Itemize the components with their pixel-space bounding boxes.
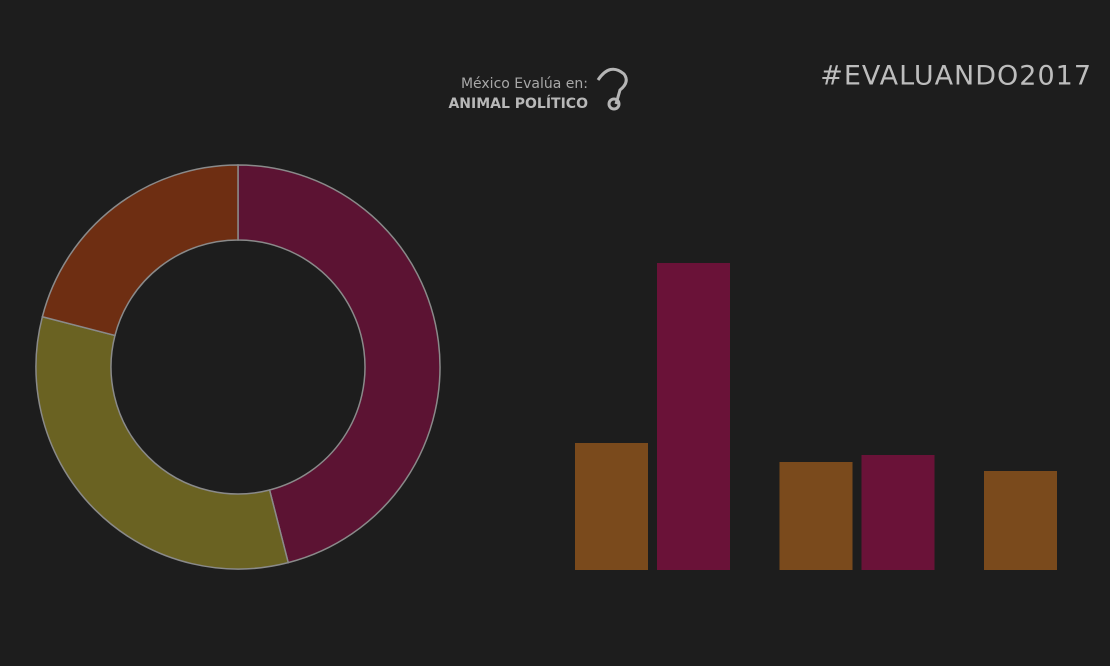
logo-subtitle: México Evalúa en: [461,76,588,92]
bar [984,471,1057,570]
donut-segment [237,164,441,564]
logo-icon [596,67,628,111]
logo-trunk [596,67,628,105]
logo-ring [607,97,621,111]
bar [575,443,648,570]
logo-brand: ANIMAL POLÍTICO [448,95,588,112]
bar [779,462,853,570]
donut-segment [41,164,239,337]
hashtag: #EVALUANDO2017 [820,61,1092,92]
bar [861,455,935,570]
donut-segment [35,315,290,570]
bar [657,263,730,570]
